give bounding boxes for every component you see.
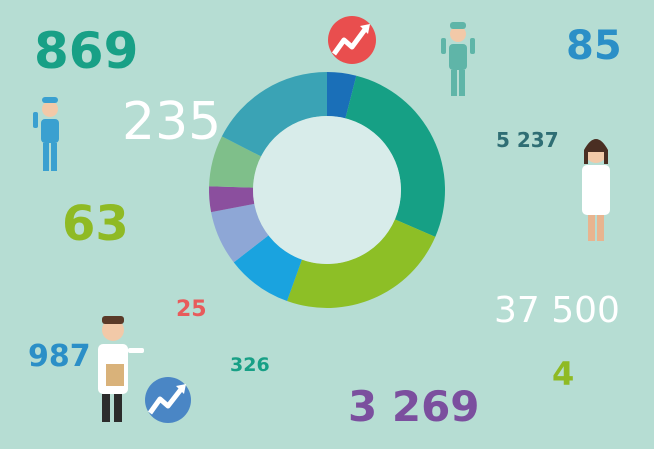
figure-number: 85 — [566, 23, 622, 69]
nurse-figure — [441, 22, 475, 96]
figure-number: 3 269 — [348, 382, 480, 431]
figure-number: 4 — [552, 355, 575, 393]
figure-number: 869 — [34, 22, 139, 80]
trend-icon — [145, 377, 191, 423]
figure-number: 987 — [28, 339, 91, 374]
figure-number: 63 — [62, 196, 129, 252]
figure-number: 5 237 — [496, 128, 559, 152]
doctor-figure — [582, 139, 610, 241]
donut-segment — [287, 219, 436, 308]
trend-icon — [328, 16, 376, 64]
donut-segment — [327, 72, 357, 119]
figure-number: 326 — [230, 354, 270, 376]
figure-number: 25 — [176, 297, 207, 322]
donut-hole — [253, 116, 401, 264]
donut-segment — [209, 186, 255, 213]
donut-segment — [233, 235, 302, 302]
doctor-figure — [98, 316, 144, 422]
nurse-figure — [33, 97, 59, 171]
figure-number: 37 500 — [494, 290, 620, 331]
donut-segment — [345, 75, 445, 237]
figure-number: 235 — [122, 92, 222, 152]
donut-segment — [209, 136, 262, 188]
donut-segment — [211, 203, 269, 263]
donut-segment — [221, 72, 327, 157]
